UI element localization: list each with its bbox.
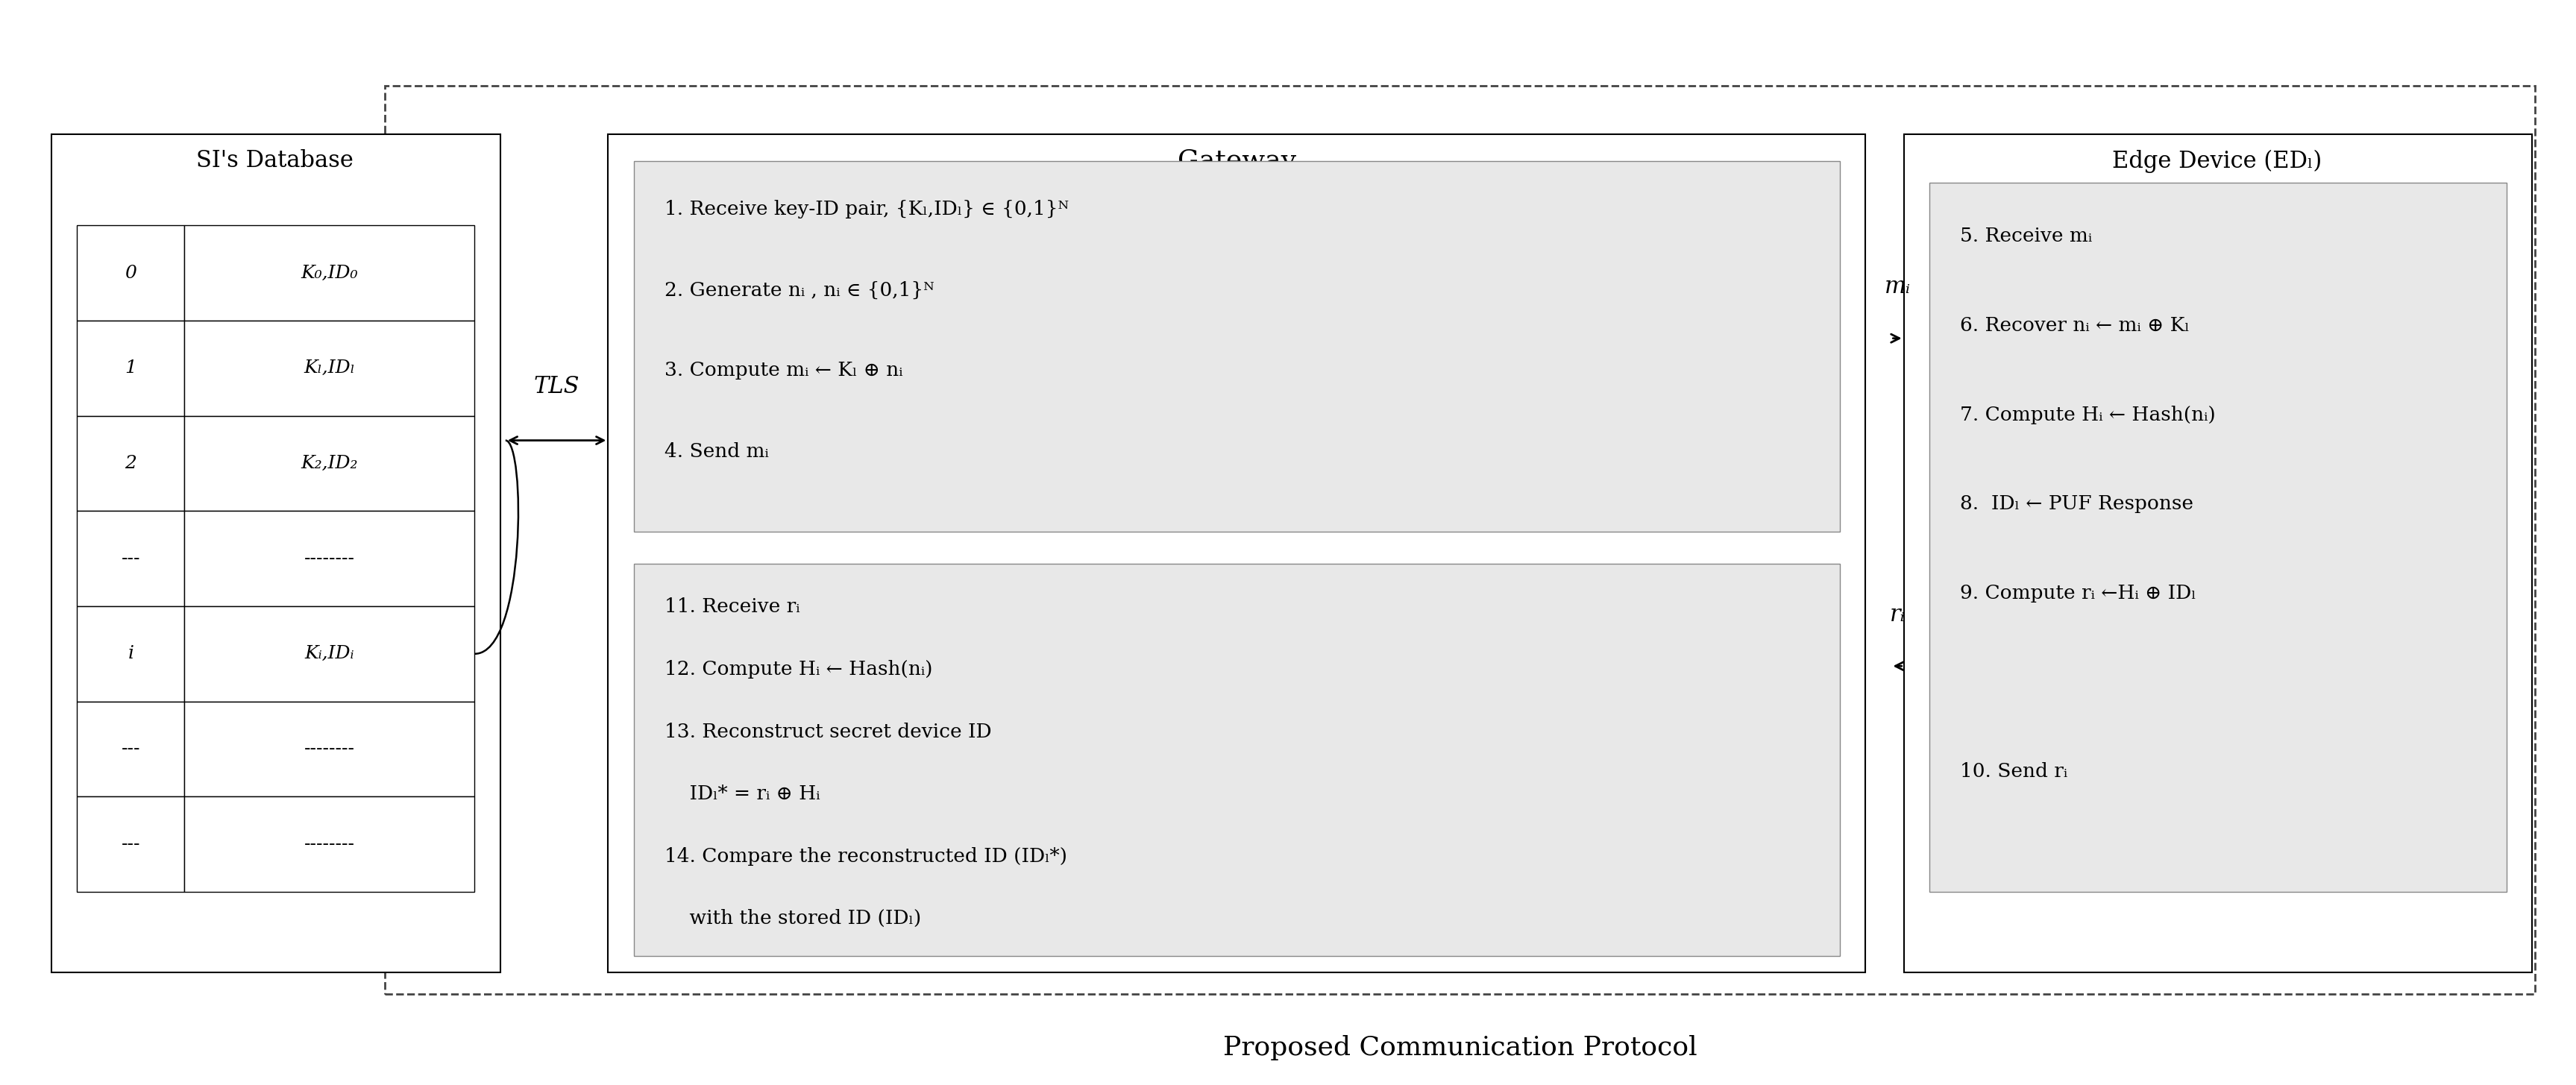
Text: Kᵢ,IDᵢ: Kᵢ,IDᵢ [304, 646, 355, 662]
Text: 1: 1 [124, 360, 137, 376]
Text: IDₗ* = rᵢ ⊕ Hᵢ: IDₗ* = rᵢ ⊕ Hᵢ [665, 784, 819, 803]
Text: --------: -------- [304, 550, 355, 567]
FancyBboxPatch shape [185, 796, 474, 892]
FancyBboxPatch shape [185, 607, 474, 701]
Text: 11. Receive rᵢ: 11. Receive rᵢ [665, 598, 801, 616]
FancyBboxPatch shape [634, 161, 1839, 532]
Text: 9. Compute rᵢ ←Hᵢ ⊕ IDₗ: 9. Compute rᵢ ←Hᵢ ⊕ IDₗ [1960, 584, 2197, 602]
Text: K₀,ID₀: K₀,ID₀ [301, 265, 358, 282]
Text: 12. Compute Hᵢ ← Hash(nᵢ): 12. Compute Hᵢ ← Hash(nᵢ) [665, 660, 933, 678]
Text: K₂,ID₂: K₂,ID₂ [301, 455, 358, 472]
Text: 10. Send rᵢ: 10. Send rᵢ [1960, 762, 2069, 781]
Text: Kₗ,IDₗ: Kₗ,IDₗ [304, 360, 355, 376]
Text: TLS: TLS [533, 375, 580, 398]
FancyBboxPatch shape [52, 135, 500, 972]
Text: Proposed Communication Protocol: Proposed Communication Protocol [1224, 1035, 1698, 1060]
Text: ---: --- [121, 740, 139, 757]
FancyBboxPatch shape [1904, 135, 2532, 972]
Text: 4. Send mᵢ: 4. Send mᵢ [665, 442, 768, 460]
FancyBboxPatch shape [185, 416, 474, 511]
FancyBboxPatch shape [77, 416, 185, 511]
Text: 6. Recover nᵢ ← mᵢ ⊕ Kₗ: 6. Recover nᵢ ← mᵢ ⊕ Kₗ [1960, 316, 2190, 335]
Text: 7. Compute Hᵢ ← Hash(nᵢ): 7. Compute Hᵢ ← Hash(nᵢ) [1960, 406, 2215, 424]
FancyBboxPatch shape [634, 564, 1839, 956]
Text: 3. Compute mᵢ ← Kₗ ⊕ nᵢ: 3. Compute mᵢ ← Kₗ ⊕ nᵢ [665, 361, 902, 380]
FancyBboxPatch shape [185, 321, 474, 416]
Text: 0: 0 [124, 265, 137, 282]
FancyBboxPatch shape [77, 511, 185, 607]
FancyBboxPatch shape [77, 701, 185, 796]
Text: ---: --- [121, 550, 139, 567]
Text: 13. Reconstruct secret device ID: 13. Reconstruct secret device ID [665, 723, 992, 741]
Text: Edge Device (EDₗ): Edge Device (EDₗ) [2112, 150, 2321, 173]
FancyBboxPatch shape [185, 511, 474, 607]
Text: i: i [129, 646, 134, 662]
Text: --------: -------- [304, 740, 355, 757]
Text: 5. Receive mᵢ: 5. Receive mᵢ [1960, 227, 2092, 245]
Text: with the stored ID (IDₗ): with the stored ID (IDₗ) [665, 909, 922, 928]
Text: ---: --- [121, 835, 139, 853]
FancyBboxPatch shape [77, 226, 185, 321]
FancyBboxPatch shape [77, 607, 185, 701]
Text: 1. Receive key-ID pair, {Kₗ,IDₗ} ∈ {0,1}ᴺ: 1. Receive key-ID pair, {Kₗ,IDₗ} ∈ {0,1}… [665, 200, 1069, 219]
FancyBboxPatch shape [185, 701, 474, 796]
FancyBboxPatch shape [1929, 182, 2506, 892]
Text: 2: 2 [124, 455, 137, 472]
Text: 2. Generate nᵢ , nᵢ ∈ {0,1}ᴺ: 2. Generate nᵢ , nᵢ ∈ {0,1}ᴺ [665, 281, 935, 299]
Text: 8.  IDₗ ← PUF Response: 8. IDₗ ← PUF Response [1960, 495, 2195, 513]
Text: Gateway: Gateway [1177, 149, 1296, 174]
Text: 14. Compare the reconstructed ID (IDₗ*): 14. Compare the reconstructed ID (IDₗ*) [665, 847, 1066, 866]
FancyBboxPatch shape [185, 226, 474, 321]
Text: mᵢ: mᵢ [1883, 276, 1911, 298]
Text: --------: -------- [304, 835, 355, 853]
Text: SI's Database: SI's Database [196, 150, 353, 173]
Text: rᵢ: rᵢ [1891, 603, 1906, 626]
FancyBboxPatch shape [608, 135, 1865, 972]
FancyBboxPatch shape [77, 321, 185, 416]
FancyBboxPatch shape [77, 796, 185, 892]
